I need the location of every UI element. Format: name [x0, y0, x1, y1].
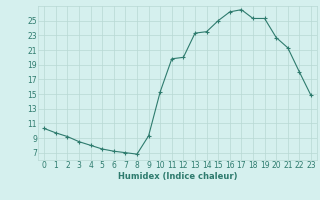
X-axis label: Humidex (Indice chaleur): Humidex (Indice chaleur) [118, 172, 237, 181]
